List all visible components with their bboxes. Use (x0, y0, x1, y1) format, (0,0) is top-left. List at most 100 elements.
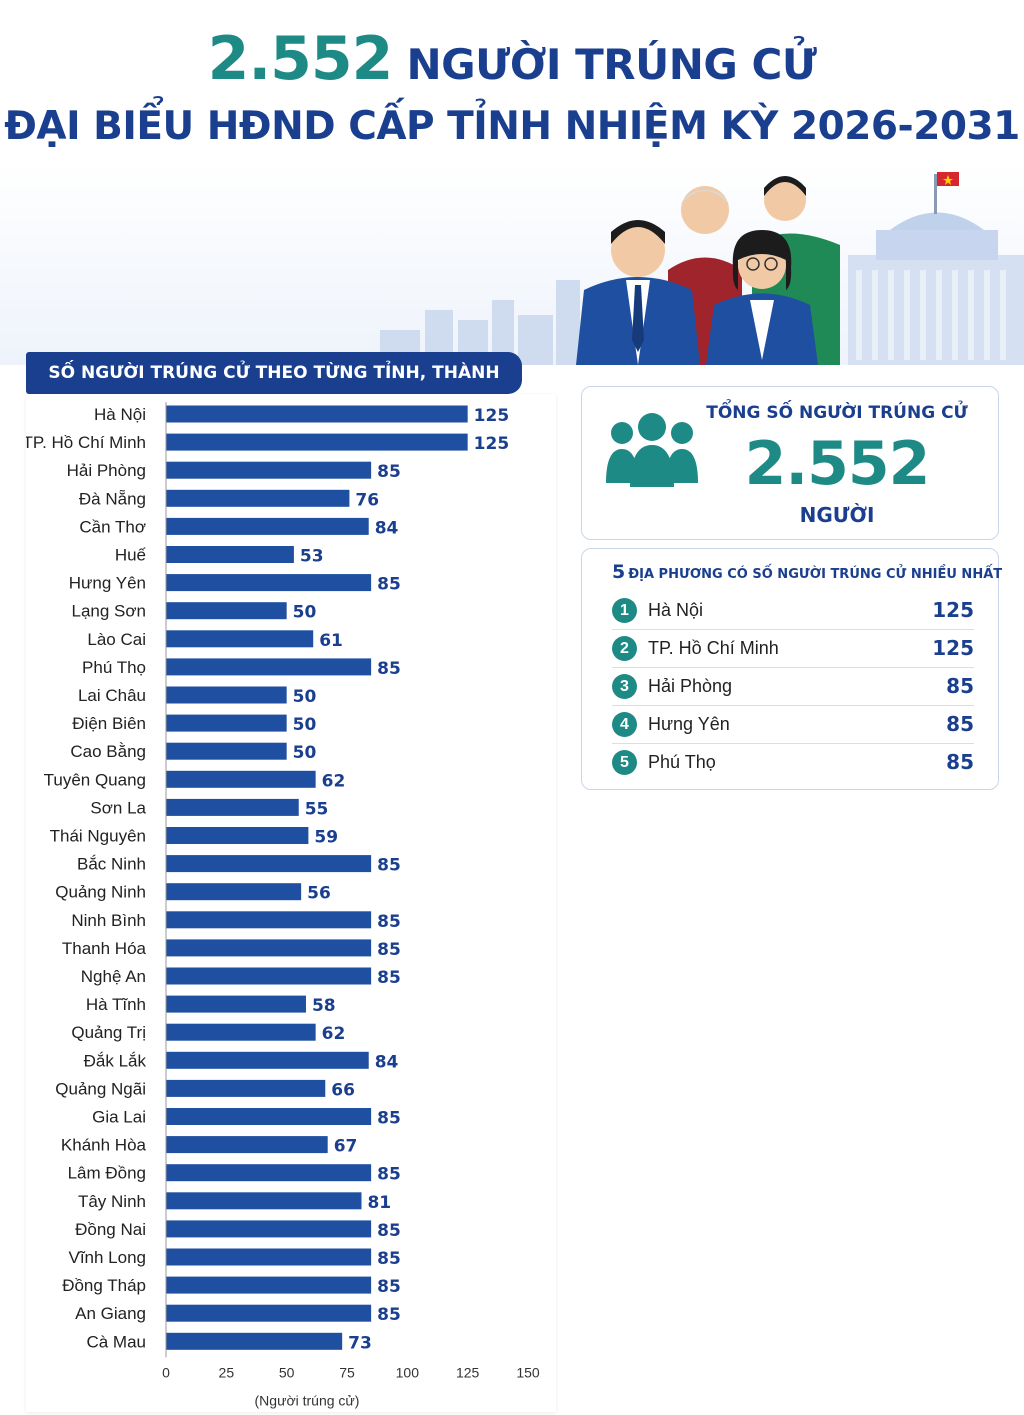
category-label: Tây Ninh (78, 1192, 146, 1211)
bar (166, 995, 306, 1013)
data-label: 85 (377, 1305, 401, 1325)
data-label: 73 (348, 1333, 372, 1353)
bar (166, 658, 372, 676)
top5-row: 2 TP. Hồ Chí Minh 125 (612, 629, 974, 668)
bar (166, 1136, 328, 1154)
bar (166, 1108, 372, 1125)
rank-badge: 3 (612, 674, 637, 699)
rank-name: TP. Hồ Chí Minh (648, 638, 779, 658)
total-value: 2.552 (744, 429, 931, 499)
category-label: Lào Cai (87, 630, 146, 649)
bar (166, 686, 287, 704)
bar (166, 574, 372, 592)
bar (166, 939, 372, 957)
total-unit: NGƯỜI (799, 503, 875, 527)
bar (166, 798, 299, 816)
title-text: NGƯỜI TRÚNG CỬ (406, 40, 817, 89)
bar (166, 1079, 326, 1097)
category-label: Đà Nẵng (79, 489, 146, 508)
data-label: 85 (377, 1277, 401, 1297)
top5-row: 5 Phú Thọ 85 (612, 743, 974, 781)
data-label: 66 (331, 1080, 355, 1100)
bar (166, 1248, 372, 1266)
data-label: 85 (377, 462, 401, 482)
bar (166, 1332, 343, 1350)
category-label: Quảng Ninh (55, 883, 146, 902)
category-label: Nghệ An (81, 967, 146, 986)
bar (166, 1051, 369, 1069)
bar (166, 1304, 372, 1322)
bar (166, 967, 372, 985)
bar (166, 827, 309, 844)
top5-title: 5 ĐỊA PHƯƠNG CÓ SỐ NGƯỜI TRÚNG CỬ NHIỀU N… (612, 561, 1002, 583)
rank-value: 85 (946, 750, 974, 774)
category-label: Quảng Ngãi (55, 1079, 146, 1098)
data-label: 55 (305, 799, 329, 819)
category-label: Huế (115, 546, 147, 565)
category-label: TP. Hồ Chí Minh (26, 433, 146, 452)
chart-panel: Hà Nội 125 TP. Hồ Chí Minh 125 Hải Phòng 85 Đà… (26, 394, 556, 1412)
bar (166, 742, 287, 760)
top5-title-text: ĐỊA PHƯƠNG CÓ SỐ NGƯỜI TRÚNG CỬ NHIỀU NH… (628, 567, 1003, 582)
bar (166, 1220, 372, 1238)
top5-row: 4 Hưng Yên 85 (612, 705, 974, 744)
data-label: 125 (474, 406, 510, 426)
data-label: 59 (314, 828, 338, 848)
chart-section-heading: SỐ NGƯỜI TRÚNG CỬ THEO TỪNG TỈNH, THÀNH … (26, 352, 522, 425)
hero-illustration (0, 160, 1024, 365)
category-label: Cà Mau (86, 1332, 146, 1351)
bar (166, 433, 468, 451)
title-number: 2.552 (207, 24, 394, 94)
data-label: 84 (375, 1052, 399, 1072)
x-tick-label: 75 (339, 1364, 355, 1380)
x-tick-label: 25 (219, 1364, 235, 1380)
bar-chart: Hà Nội 125 TP. Hồ Chí Minh 125 Hải Phòng 85 Đà… (26, 402, 540, 1408)
data-label: 58 (312, 996, 336, 1016)
category-label: Hà Nội (94, 405, 146, 424)
rank-badge: 2 (612, 636, 637, 661)
category-label: Phú Thọ (82, 658, 146, 677)
data-label: 85 (377, 912, 401, 932)
rank-value: 85 (946, 674, 974, 698)
category-label: Quảng Trị (71, 1023, 146, 1042)
data-label: 85 (377, 1249, 401, 1269)
top5-row: 3 Hải Phòng 85 (612, 667, 974, 706)
data-label: 85 (377, 575, 401, 595)
data-label: 85 (377, 940, 401, 960)
bar (166, 883, 302, 901)
people-group-icon (606, 413, 698, 487)
parliament-building-icon (848, 172, 1024, 365)
category-label: Đắk Lắk (84, 1051, 147, 1070)
rank-name: Hưng Yên (648, 714, 730, 734)
x-tick-label: 125 (456, 1364, 480, 1380)
top5-card: 5 ĐỊA PHƯƠNG CÓ SỐ NGƯỜI TRÚNG CỬ NHIỀU N… (581, 548, 1002, 790)
category-label: Vĩnh Long (68, 1248, 146, 1267)
bar (166, 1023, 316, 1041)
x-tick-label: 50 (279, 1364, 295, 1380)
bar (166, 1276, 372, 1294)
category-label: Điện Biên (72, 714, 146, 733)
data-label: 85 (377, 1165, 401, 1185)
rank-name: Phú Thọ (648, 752, 716, 772)
data-label: 85 (377, 968, 401, 988)
bar (166, 911, 372, 929)
bar (166, 630, 314, 648)
bar (166, 1192, 362, 1210)
data-label: 50 (293, 603, 317, 623)
category-label: Tuyên Quang (44, 770, 146, 789)
data-label: 50 (293, 687, 317, 707)
rank-name: Hải Phòng (648, 676, 733, 696)
rank-value: 85 (946, 712, 974, 736)
category-label: Hà Tĩnh (86, 995, 146, 1014)
data-label: 85 (377, 1109, 401, 1129)
data-label: 85 (377, 1221, 401, 1241)
bar (166, 602, 287, 620)
category-label: Cao Bằng (70, 742, 146, 761)
category-label: Gia Lai (92, 1108, 146, 1127)
bar (166, 489, 350, 507)
category-label: Cần Thơ (79, 517, 146, 536)
top5-row: 1 Hà Nội 125 (612, 591, 974, 630)
data-label: 50 (293, 715, 317, 735)
category-label: Sơn La (90, 798, 146, 817)
rank-badge: 5 (612, 750, 637, 775)
